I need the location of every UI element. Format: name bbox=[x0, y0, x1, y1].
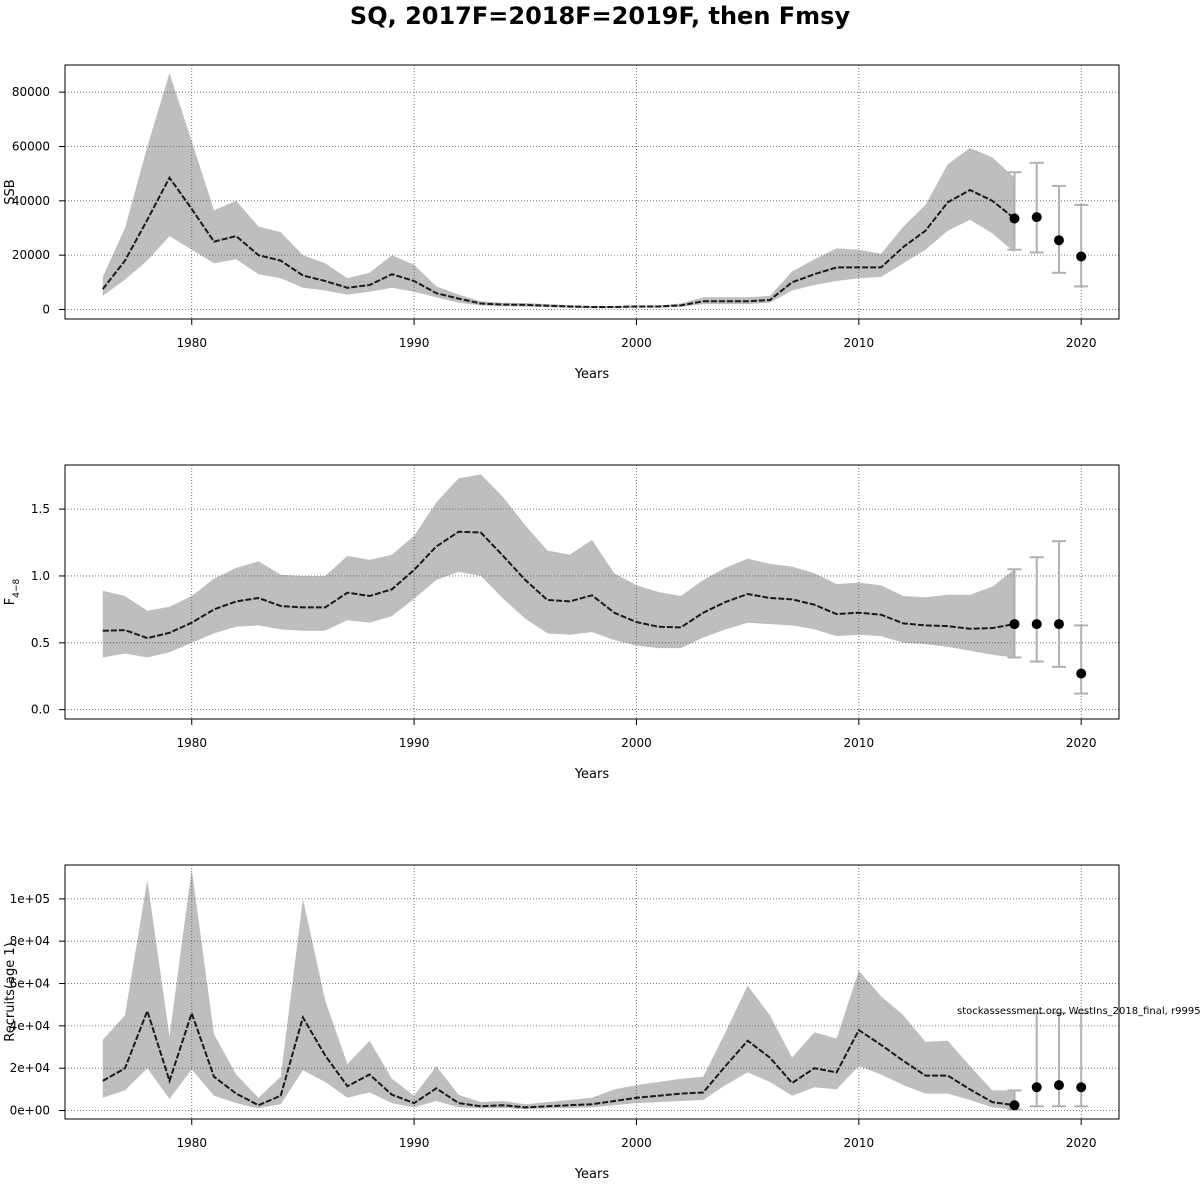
f-y-tick-label: 1.0 bbox=[31, 569, 50, 583]
recruits-x-tick-label: 2020 bbox=[1066, 1136, 1097, 1150]
recruits-confidence-band bbox=[102, 869, 1015, 1110]
recruits-x-tick-label: 1990 bbox=[399, 1136, 430, 1150]
f-x-tick-label: 2020 bbox=[1066, 736, 1097, 750]
recruits-y-tick-label: 6e+04 bbox=[10, 977, 50, 991]
recruits-y-axis-label: Recruits(age 1) bbox=[3, 942, 18, 1041]
ssb-x-tick-label: 2000 bbox=[621, 336, 652, 350]
recruits-y-tick-label: 4e+04 bbox=[10, 1019, 50, 1033]
recruits-x-tick-label: 1980 bbox=[176, 1136, 207, 1150]
f-y-axis-label-subscript: 4−8 bbox=[12, 578, 22, 597]
f-plot-frame bbox=[64, 464, 1120, 720]
ssb-estimate-line bbox=[102, 175, 1016, 308]
f-y-tick-label: 0.0 bbox=[31, 703, 50, 717]
f-forecast-point bbox=[1076, 668, 1087, 679]
recruits-y-tick-label: 0e+00 bbox=[10, 1104, 50, 1118]
f-x-tick-label: 2010 bbox=[844, 736, 875, 750]
ssb-y-tick-label: 20000 bbox=[12, 248, 50, 262]
recruits-forecast-point bbox=[1031, 1082, 1042, 1093]
recruits-forecast-point bbox=[1009, 1100, 1020, 1111]
f-x-tick-label: 1980 bbox=[176, 736, 207, 750]
f-x-tick-label: 2000 bbox=[621, 736, 652, 750]
ssb-panel: 1980 1990 2000 2010 2020 0 20000 40000 60000 8000… bbox=[3, 64, 1120, 382]
f-y-tick-label: 1.5 bbox=[31, 502, 50, 516]
f-confidence-band bbox=[102, 474, 1015, 658]
ssb-y-axis-label-text: SSB bbox=[3, 179, 18, 204]
f-y-axis-label-text: F bbox=[3, 598, 18, 605]
recruits-y-axis-label-text: Recruits(age 1) bbox=[3, 942, 18, 1041]
ssb-y-tick-label: 40000 bbox=[12, 194, 50, 208]
recruits-forecast-point bbox=[1076, 1082, 1087, 1093]
fishing-mortality-panel: 1980 1990 2000 2010 2020 0.0 0.5 1.0 1.5 Years F4−… bbox=[3, 464, 1120, 782]
f-y-tick-label: 0.5 bbox=[31, 636, 50, 650]
ssb-x-tick-label: 1980 bbox=[176, 336, 207, 350]
ssb-x-tick-label: 1990 bbox=[399, 336, 430, 350]
ssb-y-axis-label: SSB bbox=[3, 179, 18, 204]
f-x-axis-label: Years bbox=[574, 767, 610, 782]
recruits-x-axis-label: Years bbox=[574, 1167, 610, 1182]
ssb-plot-frame bbox=[64, 64, 1120, 320]
ssb-forecast-point bbox=[1031, 212, 1042, 223]
f-x-tick-label: 1990 bbox=[399, 736, 430, 750]
ssb-x-axis-label: Years bbox=[574, 367, 610, 382]
f-y-axis-label: F4−8 bbox=[3, 578, 22, 605]
ssb-y-tick-label: 0 bbox=[42, 302, 50, 316]
ssb-x-tick-label: 2010 bbox=[844, 336, 875, 350]
recruits-y-tick-label: 2e+04 bbox=[10, 1061, 50, 1075]
recruits-estimate-line bbox=[102, 1007, 1015, 1109]
ssb-forecast-point bbox=[1009, 213, 1020, 224]
ssb-x-tick-label: 2020 bbox=[1066, 336, 1097, 350]
f-forecast-point bbox=[1031, 619, 1042, 630]
recruits-x-tick-label: 2010 bbox=[844, 1136, 875, 1150]
recruits-y-tick-label: 1e+05 bbox=[10, 892, 50, 906]
ssb-confidence-band bbox=[102, 73, 1015, 309]
ssb-forecast-point bbox=[1076, 251, 1087, 262]
recruits-x-tick-label: 2000 bbox=[621, 1136, 652, 1150]
recruits-y-tick-label: 8e+04 bbox=[10, 934, 50, 948]
ssb-forecast-point bbox=[1053, 235, 1064, 246]
f-estimate-line bbox=[102, 530, 1015, 640]
figure-title: SQ, 2017F=2018F=2019F, then Fmsy bbox=[350, 2, 851, 30]
f-forecast-point bbox=[1053, 619, 1064, 630]
f-forecast-point bbox=[1009, 619, 1020, 630]
watermark-note: stockassessment.org, WestIns_2018_final,… bbox=[957, 1006, 1200, 1017]
recruits-forecast-point bbox=[1053, 1080, 1064, 1091]
ssb-y-tick-label: 80000 bbox=[12, 85, 50, 99]
ssb-y-tick-label: 60000 bbox=[12, 139, 50, 153]
recruits-panel: 1980 1990 2000 2010 2020 0e+00 2e+04 4e+04 6e+04… bbox=[3, 864, 1120, 1182]
recruits-plot-frame bbox=[64, 864, 1120, 1120]
